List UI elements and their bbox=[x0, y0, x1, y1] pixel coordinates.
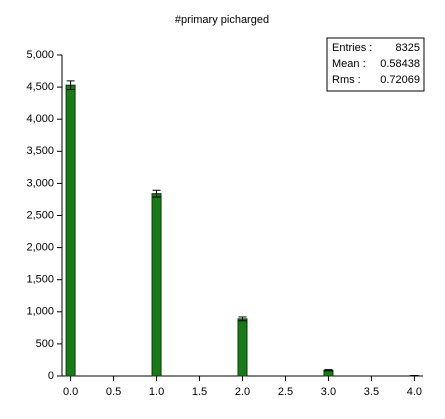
y-tick-label: 1,000 bbox=[26, 306, 54, 318]
x-tick-label: 2.0 bbox=[235, 386, 250, 398]
chart-title: #primary picharged bbox=[175, 14, 269, 26]
bar bbox=[151, 193, 162, 377]
y-tick-label: 2,000 bbox=[26, 242, 54, 254]
x-tick-label: 0.5 bbox=[106, 386, 121, 398]
y-tick-label: 3,000 bbox=[26, 177, 54, 189]
y-tick-label: 2,500 bbox=[26, 209, 54, 221]
x-tick-label: 3.0 bbox=[321, 386, 336, 398]
x-tick-label: 1.0 bbox=[149, 386, 164, 398]
stats-label: Entries : bbox=[332, 42, 372, 54]
error-bar bbox=[152, 189, 161, 198]
error-bar bbox=[238, 316, 247, 322]
stats-label: Mean : bbox=[332, 58, 366, 70]
y-tick-label: 1,500 bbox=[26, 274, 54, 286]
y-tick-label: 3,500 bbox=[26, 145, 54, 157]
y-tick-label: 4,000 bbox=[26, 113, 54, 125]
y-tick-label: 4,500 bbox=[26, 81, 54, 93]
y-tick-label: 500 bbox=[36, 338, 54, 350]
stats-label: Rms : bbox=[332, 74, 361, 86]
y-tick-label: 5,000 bbox=[26, 49, 54, 61]
error-bar bbox=[66, 80, 75, 90]
stats-value: 8325 bbox=[396, 42, 420, 54]
bar bbox=[65, 84, 76, 377]
stats-value: 0.72069 bbox=[380, 74, 420, 86]
stats-box bbox=[326, 37, 425, 92]
error-bar bbox=[324, 369, 333, 372]
bar bbox=[237, 318, 248, 377]
x-tick-label: 4.0 bbox=[407, 386, 422, 398]
x-tick-label: 2.5 bbox=[278, 386, 293, 398]
x-tick-label: 0.0 bbox=[63, 386, 78, 398]
stats-value: 0.58438 bbox=[380, 58, 420, 70]
x-tick-label: 1.5 bbox=[192, 386, 207, 398]
y-tick-label: 0 bbox=[48, 370, 54, 382]
x-tick-label: 3.5 bbox=[364, 386, 379, 398]
